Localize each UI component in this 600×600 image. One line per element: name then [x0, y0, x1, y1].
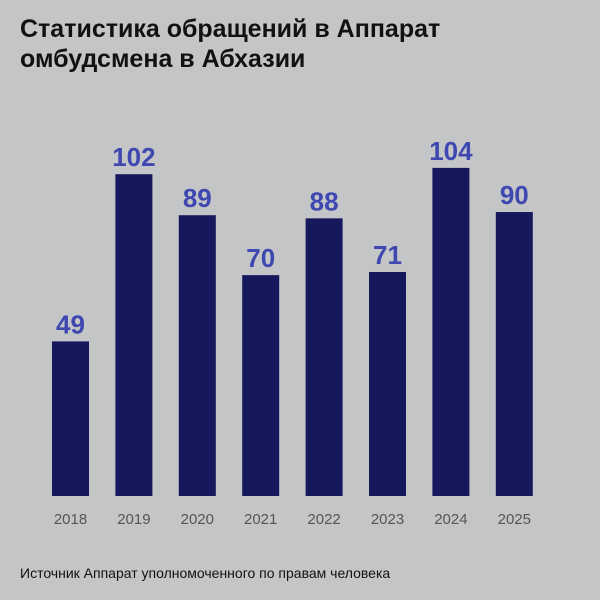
bar-2018: [52, 341, 89, 496]
bar-2022: [305, 218, 343, 497]
x-tick-label-2023: 2023: [371, 511, 404, 528]
data-label-2021: 70: [246, 243, 275, 273]
data-label-2020: 89: [183, 183, 212, 213]
x-tick-label-2019: 2019: [117, 511, 150, 528]
bar-2019: [115, 174, 153, 496]
bar-2024: [432, 167, 470, 496]
data-label-2022: 88: [310, 186, 339, 216]
x-tick-label-2022: 2022: [307, 511, 340, 528]
chart-title: Статистика обращений в Аппарат омбудсмен…: [20, 15, 441, 73]
data-label-2019: 102: [112, 142, 155, 172]
x-tick-label-2025: 2025: [498, 511, 531, 528]
data-label-2023: 71: [373, 240, 402, 270]
data-label-2024: 104: [429, 136, 473, 166]
source-note: Источник Аппарат уполномоченного по прав…: [20, 565, 391, 581]
bar-2021: [242, 275, 280, 496]
x-tick-label-2018: 2018: [54, 511, 87, 528]
x-tick-label-2020: 2020: [181, 511, 214, 528]
data-label-2018: 49: [56, 309, 85, 339]
bar-2025: [495, 212, 533, 497]
bar-2020: [178, 215, 216, 496]
x-tick-label-2021: 2021: [244, 511, 277, 528]
data-label-2025: 90: [500, 180, 529, 210]
x-tick-label-2024: 2024: [434, 511, 467, 528]
bar-2023: [369, 271, 406, 496]
